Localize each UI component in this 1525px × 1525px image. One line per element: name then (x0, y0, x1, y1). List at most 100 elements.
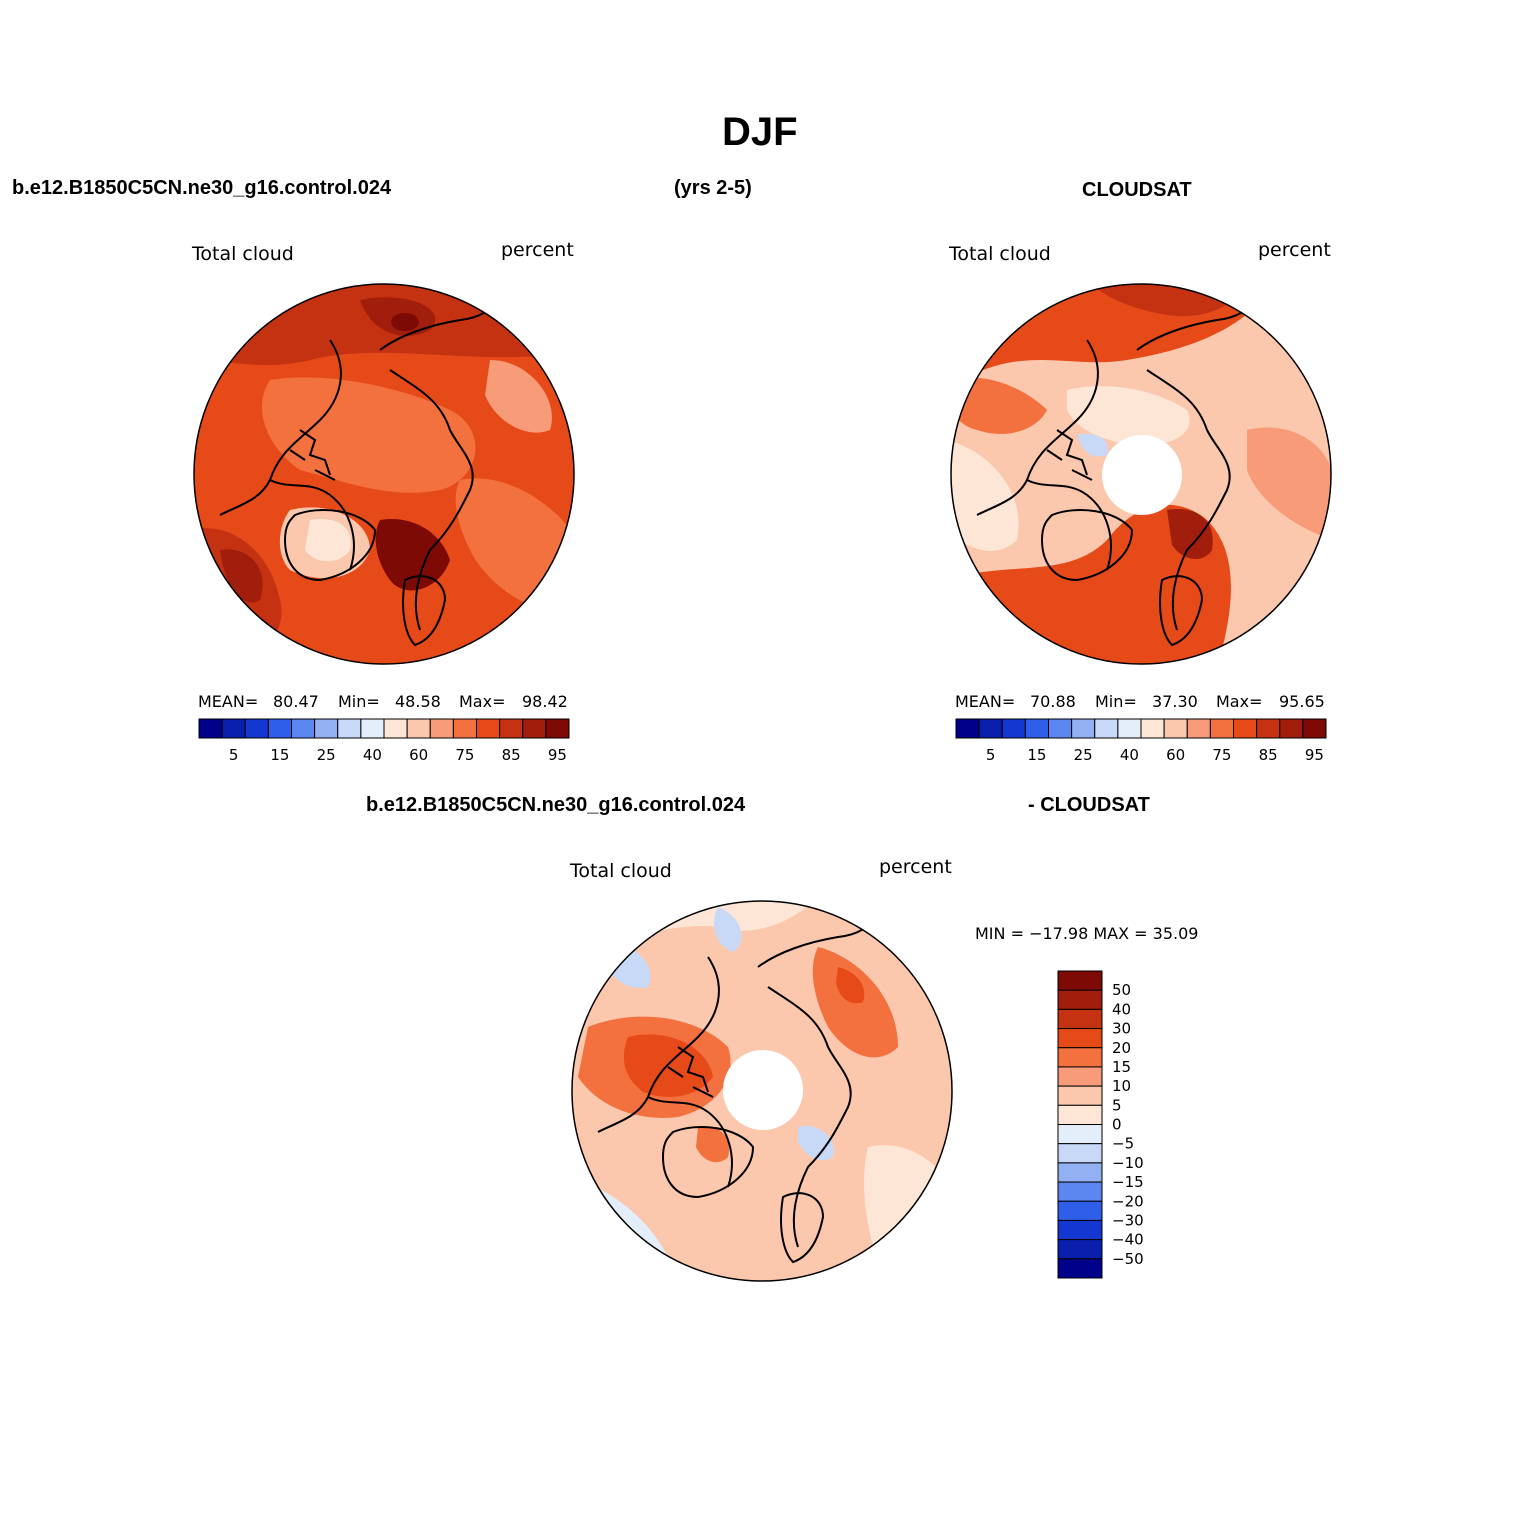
field-max-patch (391, 313, 419, 331)
field-band (485, 360, 552, 433)
colorbar-swatch (1057, 1143, 1103, 1164)
field-band (951, 377, 1047, 434)
model-mean-label: MEAN= (198, 692, 259, 711)
coastline (661, 1126, 755, 1199)
colorbar-swatch (1057, 1239, 1103, 1260)
diff-units-label: percent (879, 856, 952, 878)
colorbar-tick-label: 75 (455, 746, 474, 764)
colorbar-swatch (198, 718, 223, 739)
colorbar-swatch (1057, 1200, 1103, 1221)
obs-polar-map (950, 283, 1332, 665)
diff-variable-label: Total cloud (570, 860, 672, 882)
colorbar-tick-label: 10 (1112, 1077, 1131, 1095)
colorbar-swatch (1057, 1008, 1103, 1030)
field-band (375, 519, 450, 591)
bottom-left-header: b.e12.B1850C5CN.ne30_g16.control.024 (366, 794, 746, 816)
colorbar-tick-label: 25 (317, 746, 336, 764)
colorbar-swatch (545, 718, 570, 739)
obs-max-value: 95.65 (1279, 692, 1325, 711)
field-band (864, 1145, 952, 1281)
colorbar-swatch (499, 718, 524, 739)
field-band (836, 967, 865, 1004)
colorbar-swatch (291, 718, 316, 739)
field-band (305, 519, 351, 562)
colorbar-swatch (221, 718, 246, 739)
coastline (289, 429, 336, 481)
colorbar-tick-label: 25 (1074, 746, 1093, 764)
coastline (667, 1046, 714, 1098)
colorbar-tick-label: −30 (1112, 1211, 1144, 1229)
colorbar-swatch (244, 718, 269, 739)
obs-min-value: 37.30 (1152, 692, 1198, 711)
colorbar-swatch (955, 718, 980, 739)
colorbar-tick-label: 95 (548, 746, 567, 764)
figure-title: DJF (722, 110, 798, 154)
model-variable-label: Total cloud (192, 243, 294, 265)
colorbar-swatch (1186, 718, 1211, 739)
model-min-value: 48.58 (395, 692, 441, 711)
colorbar-tick-label: 40 (363, 746, 382, 764)
colorbar-tick-label: 5 (986, 746, 996, 764)
colorbar-tick-label: 20 (1112, 1039, 1131, 1057)
obs-mean-value: 70.88 (1030, 692, 1076, 711)
colorbar-swatch (1256, 718, 1281, 739)
coastline (402, 575, 447, 647)
colorbar-tick-label: −10 (1112, 1154, 1144, 1172)
field-band (713, 907, 742, 952)
colorbar-swatch (476, 718, 501, 739)
colorbar-swatch (1094, 718, 1119, 739)
colorbar-swatch (314, 718, 339, 739)
field-band (1167, 509, 1213, 560)
colorbar-tick-label: 40 (1120, 746, 1139, 764)
colorbar-swatch (1302, 718, 1327, 739)
colorbar-tick-label: 15 (1027, 746, 1046, 764)
colorbar-swatch (1279, 718, 1304, 739)
colorbar-swatch (1140, 718, 1165, 739)
colorbar-swatch (1233, 718, 1258, 739)
field-band (696, 1126, 729, 1163)
colorbar-tick-label: 0 (1112, 1116, 1122, 1134)
model-min-label: Min= (338, 692, 380, 711)
colorbar-swatch (1057, 1124, 1103, 1145)
colorbar-tick-label: 85 (502, 746, 521, 764)
field-band (1077, 433, 1108, 457)
map-boundary (950, 283, 1332, 665)
colorbar-tick-label: 15 (1112, 1058, 1131, 1076)
colorbar-swatch (1057, 1066, 1103, 1087)
coastline (1159, 575, 1204, 647)
diff-minmax-text: MIN = −17.98 MAX = 35.09 (975, 924, 1199, 943)
coastline (976, 299, 1258, 631)
obs-min-label: Min= (1095, 692, 1137, 711)
coastline (283, 509, 377, 582)
colorbar-tick-label: 95 (1305, 746, 1324, 764)
colorbar-tick-label: 50 (1112, 981, 1131, 999)
colorbar-tick-label: 85 (1259, 746, 1278, 764)
colorbar-swatch (1163, 718, 1188, 739)
map-boundary (571, 900, 953, 1282)
colorbar-swatch (1057, 989, 1103, 1010)
colorbar-tick-label: −40 (1112, 1231, 1144, 1249)
colorbar-swatch (1048, 718, 1073, 739)
field-band (1247, 427, 1331, 540)
colorbar-swatch (1057, 1181, 1103, 1202)
colorbar-swatch (1024, 718, 1049, 739)
bottom-right-header: - CLOUDSAT (1028, 794, 1150, 816)
colorbar-swatch (1071, 718, 1096, 739)
field-band (220, 549, 263, 603)
model-polar-map (193, 283, 575, 665)
coastline (1040, 509, 1134, 582)
model-mean-value: 80.47 (273, 692, 319, 711)
obs-mean-label: MEAN= (955, 692, 1016, 711)
field-band (951, 440, 1019, 551)
colorbar-tick-label: 60 (1166, 746, 1185, 764)
colorbar-swatch (1057, 1258, 1103, 1279)
top-right-header: CLOUDSAT (1082, 179, 1192, 201)
colorbar-swatch (1057, 970, 1103, 991)
field-band (261, 377, 476, 493)
colorbar-tick-label: 75 (1212, 746, 1231, 764)
colorbar-tick-label: −15 (1112, 1173, 1144, 1191)
coastline (1046, 429, 1093, 481)
top-center-header: (yrs 2-5) (674, 177, 752, 199)
colorbar-swatch (1057, 1085, 1103, 1106)
